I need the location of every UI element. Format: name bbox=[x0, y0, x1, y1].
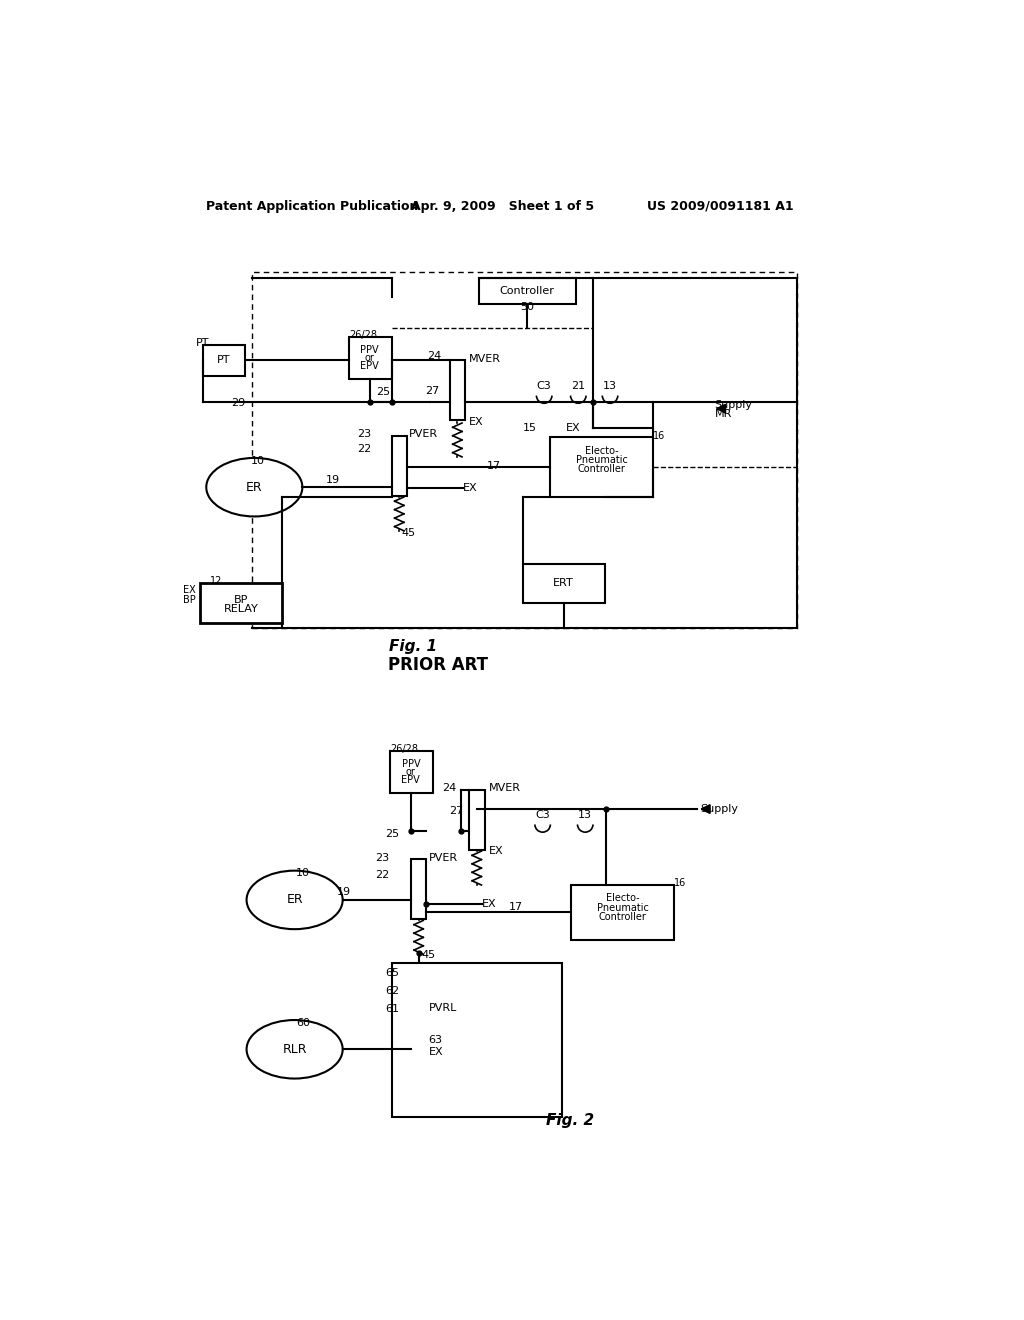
Text: PPV: PPV bbox=[401, 759, 420, 770]
Text: Patent Application Publication: Patent Application Publication bbox=[206, 199, 418, 213]
Text: Apr. 9, 2009   Sheet 1 of 5: Apr. 9, 2009 Sheet 1 of 5 bbox=[411, 199, 594, 213]
Text: 22: 22 bbox=[357, 445, 372, 454]
Text: 13: 13 bbox=[579, 810, 592, 820]
Text: EX: EX bbox=[469, 417, 483, 426]
Text: Supply: Supply bbox=[700, 804, 738, 814]
Bar bbox=[200, 583, 283, 623]
Bar bbox=[349, 337, 391, 379]
Text: MVER: MVER bbox=[488, 783, 520, 793]
Text: ERT: ERT bbox=[553, 578, 573, 589]
Text: 29: 29 bbox=[231, 399, 246, 408]
Bar bbox=[450, 360, 465, 420]
Text: Electo-: Electo- bbox=[585, 446, 618, 455]
Bar bbox=[411, 859, 426, 919]
Text: 13: 13 bbox=[603, 380, 617, 391]
Text: PT: PT bbox=[196, 338, 209, 348]
Text: 60: 60 bbox=[296, 1018, 310, 1028]
Ellipse shape bbox=[247, 871, 343, 929]
Text: 27: 27 bbox=[450, 807, 464, 816]
Text: US 2009/0091181 A1: US 2009/0091181 A1 bbox=[647, 199, 794, 213]
Text: 50: 50 bbox=[520, 302, 535, 312]
Bar bbox=[469, 789, 484, 850]
Bar bbox=[203, 345, 245, 376]
Bar bbox=[550, 437, 652, 498]
Text: Controller: Controller bbox=[598, 912, 646, 921]
Text: 63: 63 bbox=[429, 1035, 442, 1045]
Text: Fig. 1: Fig. 1 bbox=[389, 639, 437, 655]
Text: PVER: PVER bbox=[410, 429, 438, 440]
Text: 45: 45 bbox=[401, 528, 416, 539]
Text: PVER: PVER bbox=[429, 853, 458, 862]
Text: 17: 17 bbox=[509, 902, 522, 912]
Text: C3: C3 bbox=[536, 810, 550, 820]
Text: 27: 27 bbox=[425, 385, 439, 396]
Text: EX: EX bbox=[482, 899, 497, 908]
Text: 12: 12 bbox=[210, 576, 222, 586]
Text: 26/28: 26/28 bbox=[349, 330, 377, 339]
Text: ER: ER bbox=[287, 894, 303, 907]
Text: PVRL: PVRL bbox=[429, 1003, 457, 1012]
Text: PT: PT bbox=[217, 355, 230, 366]
Text: 17: 17 bbox=[486, 462, 501, 471]
Bar bbox=[523, 564, 604, 603]
Text: 26/28: 26/28 bbox=[390, 744, 418, 754]
Text: 24: 24 bbox=[427, 351, 441, 360]
Text: Controller: Controller bbox=[578, 465, 626, 474]
Text: 19: 19 bbox=[326, 475, 340, 486]
Bar bbox=[252, 272, 797, 628]
Text: ER: ER bbox=[246, 480, 262, 494]
Text: Controller: Controller bbox=[500, 286, 555, 296]
Text: BP: BP bbox=[233, 594, 249, 605]
Text: Supply: Supply bbox=[715, 400, 753, 409]
Ellipse shape bbox=[247, 1020, 343, 1078]
Text: EPV: EPV bbox=[401, 775, 420, 785]
Text: 15: 15 bbox=[523, 422, 538, 433]
Bar bbox=[571, 884, 674, 940]
Text: EX: EX bbox=[429, 1047, 443, 1056]
Text: 25: 25 bbox=[385, 829, 399, 838]
Text: Electo-: Electo- bbox=[605, 894, 639, 903]
Text: 65: 65 bbox=[385, 968, 399, 978]
Text: 62: 62 bbox=[385, 986, 399, 995]
Text: Pneumatic: Pneumatic bbox=[575, 455, 628, 465]
Text: 10: 10 bbox=[251, 455, 265, 466]
Text: 19: 19 bbox=[337, 887, 350, 898]
Text: 25: 25 bbox=[376, 388, 390, 397]
Text: EX: EX bbox=[488, 846, 503, 857]
Text: 21: 21 bbox=[571, 380, 586, 391]
Text: PPV: PPV bbox=[360, 345, 379, 355]
Text: 45: 45 bbox=[422, 950, 436, 961]
Text: Pneumatic: Pneumatic bbox=[597, 903, 648, 912]
Text: 16: 16 bbox=[653, 430, 666, 441]
Text: 22: 22 bbox=[375, 870, 389, 879]
Bar bbox=[479, 277, 575, 304]
Text: 23: 23 bbox=[357, 429, 372, 440]
Text: BP: BP bbox=[182, 594, 196, 605]
Text: MR: MR bbox=[715, 409, 732, 418]
Bar bbox=[411, 1010, 426, 1069]
Text: 61: 61 bbox=[385, 1005, 399, 1014]
Text: RELAY: RELAY bbox=[224, 603, 258, 614]
Text: C3: C3 bbox=[537, 380, 552, 391]
Ellipse shape bbox=[206, 458, 302, 516]
Bar bbox=[391, 964, 562, 1117]
Text: or: or bbox=[365, 352, 375, 363]
Text: EX: EX bbox=[182, 585, 196, 594]
Text: or: or bbox=[406, 767, 416, 777]
Text: EX: EX bbox=[463, 483, 477, 492]
Text: 10: 10 bbox=[296, 869, 310, 878]
Text: 23: 23 bbox=[375, 853, 389, 862]
Bar bbox=[391, 436, 407, 496]
Text: EX: EX bbox=[565, 422, 581, 433]
Text: 16: 16 bbox=[675, 878, 687, 888]
Text: PRIOR ART: PRIOR ART bbox=[388, 656, 488, 675]
Text: Fig. 2: Fig. 2 bbox=[546, 1113, 594, 1129]
Text: 24: 24 bbox=[442, 783, 457, 793]
Text: MVER: MVER bbox=[469, 354, 501, 363]
Text: EPV: EPV bbox=[360, 360, 379, 371]
Bar bbox=[390, 751, 432, 793]
Text: RLR: RLR bbox=[283, 1043, 307, 1056]
